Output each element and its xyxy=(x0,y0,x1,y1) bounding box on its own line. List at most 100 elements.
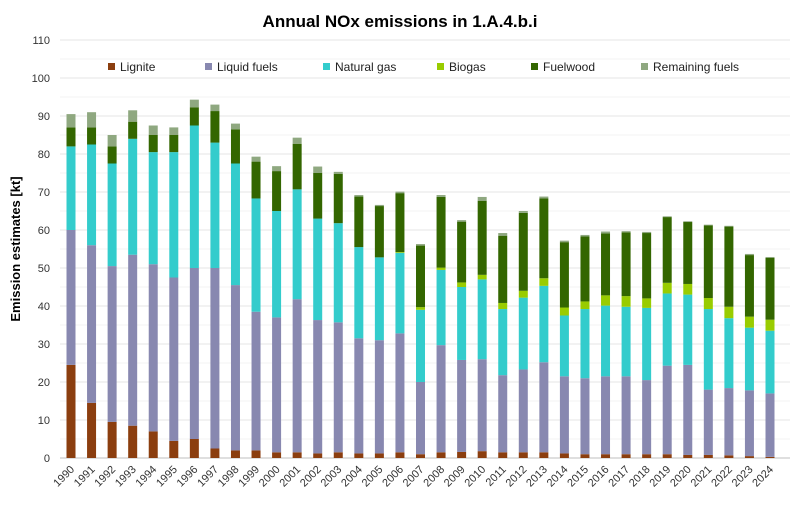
bar-segment-lignite xyxy=(251,450,261,458)
bar-segment-liquid-fuels xyxy=(703,389,713,455)
bar-segment-lignite xyxy=(210,448,220,458)
bar-segment-remaining-fuels xyxy=(354,195,364,197)
bar-segment-liquid-fuels xyxy=(210,268,220,449)
bar-segment-fuelwood xyxy=(210,111,220,143)
bar-segment-remaining-fuels xyxy=(703,224,713,226)
legend-swatch xyxy=(323,63,330,70)
x-tick-label: 1991 xyxy=(72,464,98,490)
bar-segment-biogas xyxy=(621,296,631,307)
bar-segment-liquid-fuels xyxy=(765,393,775,457)
bar-segment-natural-gas xyxy=(169,152,179,278)
bar-segment-remaining-fuels xyxy=(436,195,446,197)
bar-segment-natural-gas xyxy=(703,309,713,390)
legend-label: Biogas xyxy=(449,60,486,74)
bar-segment-lignite xyxy=(642,454,652,458)
bar-segment-liquid-fuels xyxy=(251,311,261,451)
bar-segment-natural-gas xyxy=(107,163,117,267)
bar-segment-remaining-fuels xyxy=(580,234,590,237)
x-tick-label: 2009 xyxy=(442,464,468,490)
bar-segment-remaining-fuels xyxy=(230,123,240,130)
bar-segment-biogas xyxy=(539,278,549,286)
bar-segment-liquid-fuels xyxy=(416,382,425,455)
x-tick-label: 1992 xyxy=(92,464,118,490)
bar-segment-biogas xyxy=(642,298,652,308)
y-tick-label: 20 xyxy=(38,377,50,389)
bar-segment-biogas xyxy=(765,319,775,331)
bar-segment-lignite xyxy=(416,454,425,458)
bar-segment-fuelwood xyxy=(313,173,323,219)
y-tick-label: 100 xyxy=(32,73,50,85)
bar-segment-natural-gas xyxy=(416,309,425,382)
bar-segment-fuelwood xyxy=(744,255,754,317)
legend-label: Liquid fuels xyxy=(217,60,278,74)
bar-segment-natural-gas xyxy=(580,309,590,379)
bar-segment-liquid-fuels xyxy=(580,378,590,455)
bar-segment-natural-gas xyxy=(148,152,158,265)
bar-segment-liquid-fuels xyxy=(724,388,734,456)
bar-segment-biogas xyxy=(683,283,693,295)
x-tick-label: 2023 xyxy=(730,464,756,490)
bar-segment-remaining-fuels xyxy=(148,125,158,135)
x-axis-ticks: 1990199119921993199419951996199719981999… xyxy=(51,464,776,490)
legend-label: Fuelwood xyxy=(543,60,595,74)
bar-segment-natural-gas xyxy=(313,218,323,321)
bar-segment-biogas xyxy=(457,282,467,287)
bar-segment-fuelwood xyxy=(477,200,487,275)
bar-segment-natural-gas xyxy=(436,269,446,346)
bar-segment-liquid-fuels xyxy=(457,359,467,452)
bar-segment-remaining-fuels xyxy=(210,104,220,112)
bar-segment-biogas xyxy=(580,301,590,310)
x-tick-label: 2002 xyxy=(298,464,324,490)
bar-segment-remaining-fuels xyxy=(272,166,282,172)
bar-segment-lignite xyxy=(87,402,97,458)
bar-segment-lignite xyxy=(333,452,343,458)
bar-segment-liquid-fuels xyxy=(87,245,97,403)
x-tick-label: 2010 xyxy=(462,464,488,490)
y-tick-label: 110 xyxy=(32,35,50,47)
bar-segment-biogas xyxy=(703,298,713,310)
x-tick-label: 2020 xyxy=(668,464,694,490)
x-tick-label: 2014 xyxy=(545,464,571,490)
x-tick-label: 2017 xyxy=(606,464,632,490)
bar-segment-lignite xyxy=(66,364,76,458)
bar-segment-liquid-fuels xyxy=(148,264,158,432)
bar-segment-biogas xyxy=(518,290,528,298)
bar-segment-liquid-fuels xyxy=(601,376,611,455)
bar-segment-remaining-fuels xyxy=(765,256,775,258)
bar-segment-remaining-fuels xyxy=(662,216,672,218)
bar-segment-fuelwood xyxy=(395,193,405,253)
bar-segment-biogas xyxy=(416,307,425,310)
bar-segment-natural-gas xyxy=(87,144,97,246)
bar-segment-natural-gas xyxy=(292,189,302,300)
x-tick-label: 1993 xyxy=(113,464,139,490)
bar-segment-lignite xyxy=(724,455,734,458)
bar-segment-remaining-fuels xyxy=(642,231,652,234)
bar-segment-fuelwood xyxy=(107,146,117,164)
x-tick-label: 2011 xyxy=(484,464,509,489)
bar-segment-remaining-fuels xyxy=(66,114,76,128)
x-tick-label: 1994 xyxy=(134,464,160,490)
bar-segment-remaining-fuels xyxy=(107,135,117,147)
bar-segment-natural-gas xyxy=(498,309,508,376)
chart-title: Annual NOx emissions in 1.A.4.b.i xyxy=(263,12,538,31)
bar-segment-fuelwood xyxy=(87,127,97,145)
bar-segment-natural-gas xyxy=(333,223,343,323)
gridlines xyxy=(60,39,790,459)
bar-segment-lignite xyxy=(189,439,199,458)
x-tick-label: 2024 xyxy=(750,464,776,490)
bar-segment-fuelwood xyxy=(539,198,549,279)
bar-segment-remaining-fuels xyxy=(169,127,179,135)
bar-segment-biogas xyxy=(559,307,569,316)
bar-segment-lignite xyxy=(292,452,302,458)
bar-segment-liquid-fuels xyxy=(518,369,528,453)
bar-segment-natural-gas xyxy=(744,327,754,391)
bar-segment-remaining-fuels xyxy=(292,137,302,144)
bar-segment-lignite xyxy=(354,453,364,458)
legend-swatch xyxy=(531,63,538,70)
bar-segment-remaining-fuels xyxy=(683,221,693,223)
bar-segment-lignite xyxy=(148,431,158,458)
bar-segment-lignite xyxy=(374,453,384,458)
x-tick-label: 1996 xyxy=(175,464,201,490)
bar-segment-fuelwood xyxy=(518,212,528,291)
x-tick-label: 2007 xyxy=(401,464,427,490)
